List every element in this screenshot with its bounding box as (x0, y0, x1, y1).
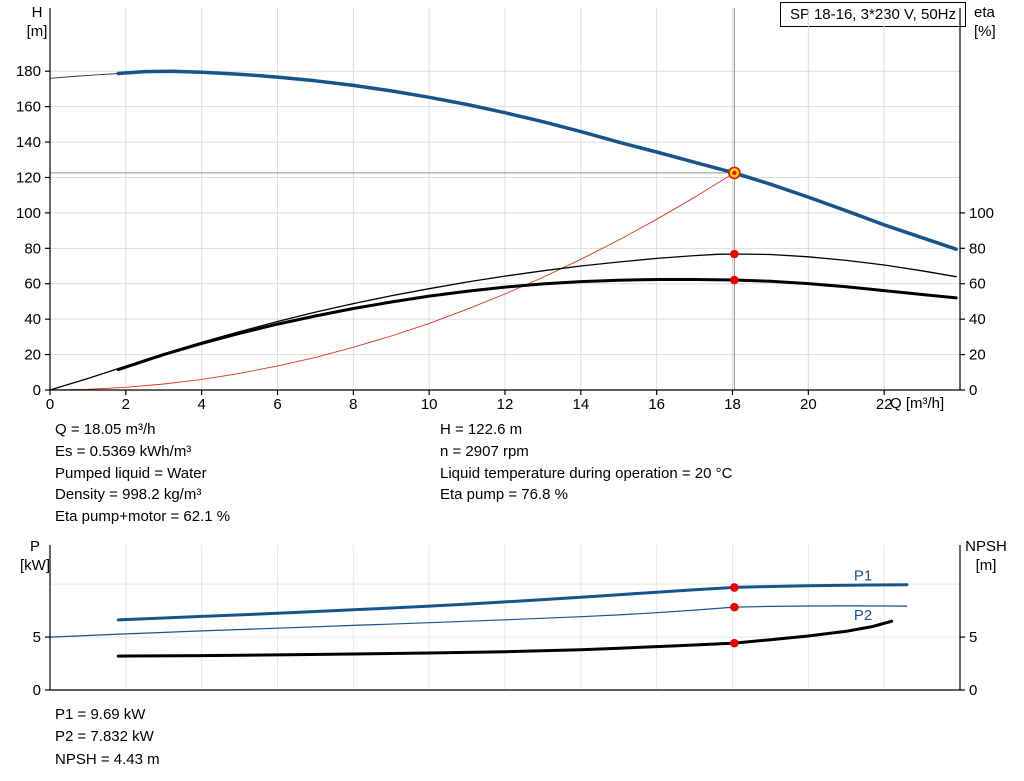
svg-text:16: 16 (648, 396, 665, 413)
svg-text:5: 5 (969, 629, 977, 646)
chart-title-box: SP 18-16, 3*230 V, 50Hz (780, 2, 966, 27)
result-line-p1: P1 = 9.69 kW (55, 706, 146, 723)
result-line-q: Q = 18.05 m³/h (55, 421, 156, 438)
result-line-es: Es = 0.5369 kWh/m³ (55, 442, 192, 460)
result-line-p2: P2 = 7.832 kW (55, 728, 154, 746)
svg-text:6: 6 (273, 396, 281, 413)
svg-text:100: 100 (16, 205, 41, 222)
svg-text:5: 5 (33, 629, 41, 646)
svg-text:P2: P2 (854, 607, 872, 624)
p-axis-label: P [kW] (20, 538, 50, 574)
duty-results-left: Q = 18.05 m³/h Es = 0.5369 kWh/m³ Pumped… (55, 419, 230, 528)
svg-text:18: 18 (724, 396, 741, 413)
svg-text:10: 10 (421, 396, 438, 413)
svg-text:0: 0 (33, 682, 41, 699)
svg-text:14: 14 (572, 396, 589, 413)
svg-text:80: 80 (24, 240, 41, 257)
svg-text:120: 120 (16, 169, 41, 186)
qh-chart: 0 2 4 6 8 10 12 14 16 18 20 22 0 20 40 60 80 100 120 140 160… (16, 8, 994, 413)
svg-text:180: 180 (16, 63, 41, 80)
svg-text:40: 40 (969, 311, 986, 328)
svg-text:0: 0 (33, 382, 41, 399)
svg-text:12: 12 (497, 396, 514, 413)
duty-results-right: H = 122.6 m n = 2907 rpm Liquid temperat… (440, 419, 732, 506)
svg-text:100: 100 (969, 205, 994, 222)
result-line-temperature: Liquid temperature during operation = 20… (440, 464, 733, 482)
svg-text:140: 140 (16, 134, 41, 151)
eta-axis-label: eta [%] (974, 4, 996, 40)
svg-text:20: 20 (800, 396, 817, 413)
svg-text:0: 0 (969, 382, 977, 399)
svg-text:20: 20 (969, 347, 986, 364)
result-line-n: n = 2907 rpm (440, 442, 529, 460)
result-line-liquid: Pumped liquid = Water (55, 464, 207, 482)
result-line-eta-total: Eta pump+motor = 62.1 % (55, 508, 231, 526)
svg-text:22: 22 (876, 396, 893, 413)
q-axis-label: Q [m³/h] (890, 395, 945, 412)
power-npsh-chart: 0 5 0 5 P1 P2 (33, 545, 977, 699)
svg-text:40: 40 (24, 311, 41, 328)
svg-text:0: 0 (46, 396, 54, 413)
svg-text:0: 0 (969, 682, 977, 699)
svg-text:20: 20 (24, 347, 41, 364)
svg-text:P1: P1 (854, 567, 872, 584)
power-results: P1 = 9.69 kW P2 = 7.832 kW NPSH = 4.43 m (55, 704, 160, 771)
result-line-density: Density = 998.2 kg/m³ (55, 486, 202, 504)
svg-text:8: 8 (349, 396, 357, 413)
svg-text:60: 60 (969, 276, 986, 293)
svg-text:80: 80 (969, 240, 986, 257)
result-line-npsh: NPSH = 4.43 m (55, 750, 160, 768)
npsh-axis-label: NPSH [m] (965, 538, 1007, 574)
svg-text:4: 4 (197, 396, 205, 413)
result-line-eta-pump: Eta pump = 76.8 % (440, 486, 568, 504)
svg-text:160: 160 (16, 99, 41, 116)
result-line-h: H = 122.6 m (440, 421, 523, 438)
svg-text:2: 2 (122, 396, 130, 413)
h-axis-label: H [m] (26, 4, 48, 40)
svg-text:60: 60 (24, 276, 41, 293)
